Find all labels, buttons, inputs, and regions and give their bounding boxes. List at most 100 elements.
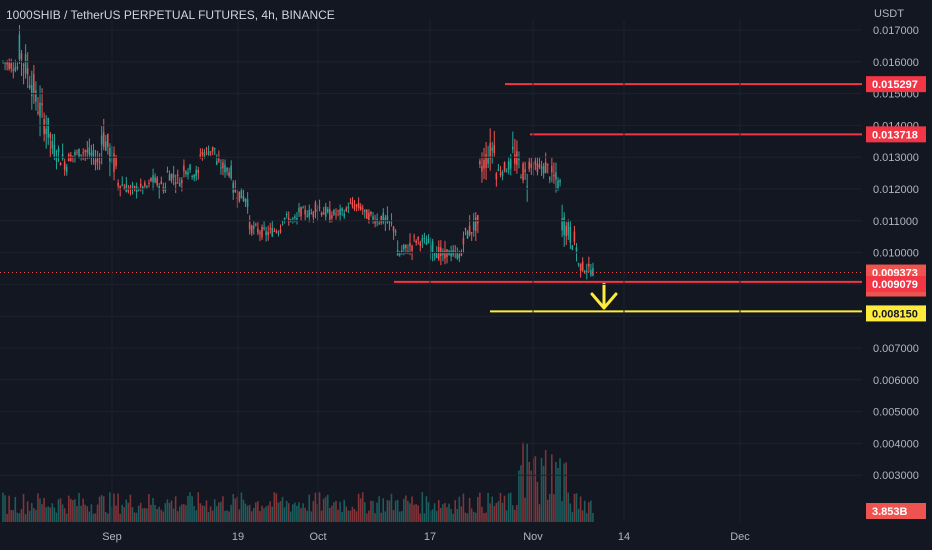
volume-bar bbox=[104, 512, 107, 522]
candle-body bbox=[218, 158, 220, 161]
volume-bar bbox=[516, 504, 518, 522]
volume-bar bbox=[121, 504, 123, 522]
volume-bar bbox=[421, 492, 424, 522]
volume-bar bbox=[28, 510, 31, 522]
candle-body bbox=[30, 85, 33, 97]
price-axis[interactable]: 0.003000 0.004000 0.005000 0.006000 0.007000… bbox=[0, 25, 919, 482]
candle-body bbox=[524, 169, 526, 172]
candle-body bbox=[304, 209, 306, 215]
candle-body bbox=[386, 215, 389, 223]
candle-body bbox=[148, 183, 150, 185]
candle-body bbox=[4, 62, 6, 64]
volume-bar bbox=[230, 504, 232, 522]
volume-label: 3.853B bbox=[872, 506, 908, 518]
volume-bar bbox=[298, 502, 300, 522]
volume-bar bbox=[148, 494, 150, 522]
candle-body bbox=[213, 147, 216, 150]
volume-bar bbox=[102, 496, 105, 522]
candle-body bbox=[80, 154, 82, 156]
volume-bar bbox=[433, 503, 436, 522]
volume-bar bbox=[144, 508, 146, 522]
volume-bar bbox=[37, 493, 39, 522]
volume-bar bbox=[551, 454, 553, 522]
volume-bar bbox=[267, 505, 269, 522]
volume-bar bbox=[522, 442, 524, 522]
candle-body bbox=[98, 161, 101, 163]
candle-body bbox=[59, 162, 62, 166]
candle-body bbox=[189, 164, 191, 170]
volume-bar bbox=[329, 507, 331, 522]
volume-bar bbox=[483, 512, 485, 522]
volume-bar bbox=[168, 502, 171, 522]
volume-bar bbox=[489, 503, 491, 522]
volume-bar bbox=[283, 507, 286, 522]
x-tick-label: Nov bbox=[523, 531, 543, 543]
volume-bar bbox=[119, 513, 121, 522]
candle-body bbox=[314, 202, 317, 213]
level-label: 0.013718 bbox=[872, 129, 918, 141]
candle-body bbox=[232, 182, 234, 193]
volume-bar bbox=[265, 506, 267, 522]
candle-body bbox=[542, 165, 545, 174]
chart-title: 1000SHIB / TetherUS PERPETUAL FUTURES, 4… bbox=[6, 8, 335, 22]
volume-bar bbox=[384, 511, 387, 522]
candle-body bbox=[329, 209, 331, 222]
level-lines[interactable] bbox=[394, 83, 862, 313]
volume-bar bbox=[63, 508, 66, 522]
volume-bar bbox=[275, 493, 278, 522]
volume-bar bbox=[306, 510, 308, 522]
candle-body bbox=[70, 155, 72, 162]
volume-bar bbox=[450, 508, 452, 522]
volume-bar bbox=[51, 503, 54, 522]
candle-body bbox=[197, 170, 200, 173]
volume-bar bbox=[187, 495, 189, 522]
candle-body bbox=[55, 158, 58, 161]
volume-bar bbox=[178, 506, 181, 522]
candle-body bbox=[78, 148, 80, 158]
candle-body bbox=[577, 263, 580, 265]
volume-bar bbox=[154, 504, 156, 522]
y-tick-label: 0.013000 bbox=[873, 152, 919, 164]
candle-body bbox=[462, 237, 465, 245]
time-axis[interactable]: Sep 19 Oct 17 Nov 14 Dec bbox=[102, 20, 750, 543]
volume-bar bbox=[10, 510, 12, 522]
arrow-head bbox=[590, 292, 618, 310]
volume-bar bbox=[74, 499, 76, 522]
candle-body bbox=[559, 180, 561, 183]
candle-body bbox=[372, 216, 374, 220]
candle-body bbox=[119, 185, 121, 190]
volume-bar bbox=[573, 493, 576, 522]
volume-bar bbox=[343, 499, 345, 522]
volume-bar bbox=[189, 492, 191, 522]
volume-bar bbox=[493, 506, 496, 522]
volume-bar bbox=[419, 513, 422, 522]
candle-body bbox=[277, 232, 280, 234]
candle-body bbox=[14, 67, 17, 71]
volume-bar bbox=[271, 506, 274, 522]
candle-body bbox=[121, 184, 123, 186]
candle-body bbox=[298, 207, 300, 213]
volume-bar bbox=[417, 505, 419, 522]
volume-bar bbox=[396, 499, 399, 522]
volume-bar bbox=[380, 512, 382, 522]
volume-bar bbox=[310, 511, 313, 522]
candle-body bbox=[279, 229, 282, 233]
volume-bar bbox=[277, 502, 280, 522]
candle-body bbox=[61, 153, 64, 159]
candle-body bbox=[400, 250, 403, 253]
volume-bar bbox=[170, 500, 173, 522]
volume-bar bbox=[477, 496, 479, 522]
candle-body bbox=[491, 147, 493, 151]
candle-body bbox=[236, 197, 239, 200]
volume-bar bbox=[57, 499, 60, 522]
volume-bar bbox=[557, 468, 559, 522]
volume-bar bbox=[100, 495, 103, 522]
volume-bar bbox=[435, 510, 438, 522]
candle-body bbox=[139, 183, 142, 187]
volume-bar bbox=[269, 501, 271, 522]
volume-bar bbox=[499, 492, 502, 522]
candle-body bbox=[339, 208, 341, 215]
candle-body bbox=[201, 151, 204, 154]
volume-bar bbox=[248, 504, 251, 522]
